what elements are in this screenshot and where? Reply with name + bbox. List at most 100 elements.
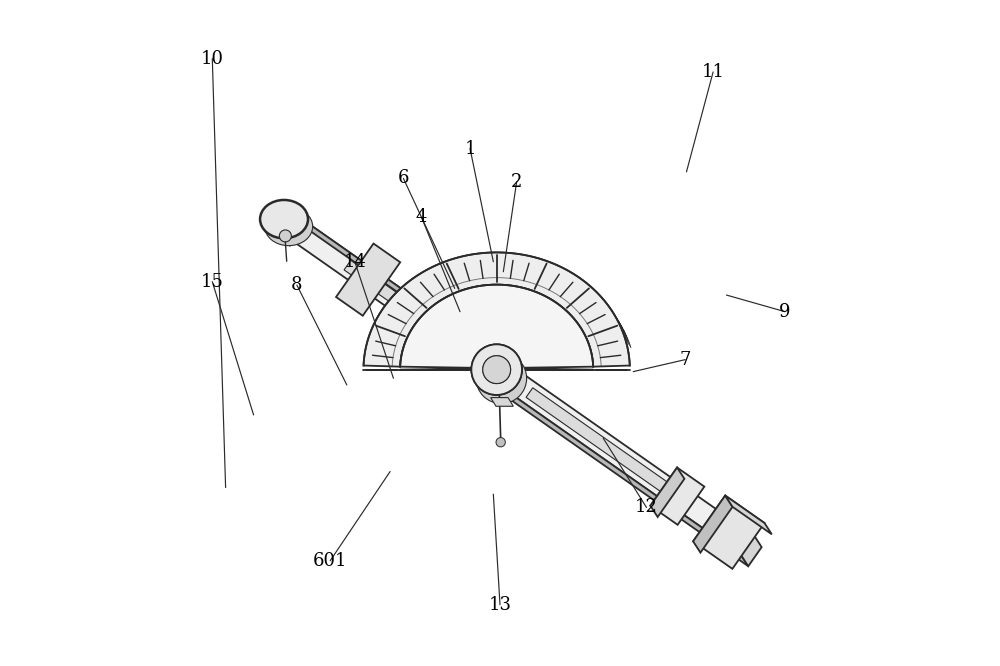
Polygon shape [371,327,379,340]
Polygon shape [612,311,620,323]
Polygon shape [741,536,762,566]
Polygon shape [491,398,513,406]
Polygon shape [693,496,733,553]
Ellipse shape [443,332,451,338]
Polygon shape [442,262,451,272]
Polygon shape [432,266,441,276]
Polygon shape [490,379,748,566]
Polygon shape [481,253,491,262]
Polygon shape [418,273,427,284]
Polygon shape [380,311,387,323]
Polygon shape [516,254,525,263]
Polygon shape [581,279,589,290]
Polygon shape [589,285,597,296]
Polygon shape [283,215,503,379]
Polygon shape [468,254,477,264]
Polygon shape [373,324,380,336]
Text: 6: 6 [398,169,409,188]
Polygon shape [621,327,628,340]
Polygon shape [505,252,515,262]
Text: 9: 9 [779,302,791,321]
Polygon shape [374,322,381,334]
Polygon shape [370,330,377,342]
Polygon shape [567,270,576,281]
Polygon shape [474,254,484,263]
Polygon shape [454,258,464,268]
Polygon shape [624,336,631,348]
Polygon shape [439,263,448,274]
Polygon shape [591,287,599,298]
Text: 11: 11 [702,63,725,81]
Polygon shape [536,258,545,268]
Circle shape [471,344,522,395]
Polygon shape [555,264,564,275]
Polygon shape [391,296,399,308]
Polygon shape [369,333,376,345]
Polygon shape [498,252,508,262]
Polygon shape [552,263,561,274]
Ellipse shape [260,200,308,238]
Polygon shape [725,496,772,534]
Polygon shape [410,279,418,290]
Polygon shape [336,244,400,316]
Polygon shape [429,267,438,278]
Polygon shape [368,336,375,348]
Ellipse shape [476,353,527,404]
Polygon shape [426,268,435,279]
Polygon shape [412,277,421,288]
Polygon shape [377,316,384,328]
Polygon shape [573,273,581,284]
Polygon shape [435,264,445,275]
Polygon shape [400,287,408,298]
Polygon shape [526,388,688,506]
Text: 4: 4 [416,208,427,226]
Polygon shape [545,260,555,271]
Text: 13: 13 [488,595,512,614]
Polygon shape [400,284,593,370]
Polygon shape [383,306,391,318]
Polygon shape [512,253,522,263]
Polygon shape [602,298,610,310]
Ellipse shape [265,207,313,246]
Polygon shape [650,468,704,525]
Polygon shape [693,496,764,569]
Polygon shape [381,308,389,320]
Polygon shape [617,319,624,331]
Polygon shape [620,324,627,336]
Polygon shape [615,316,623,328]
Polygon shape [570,272,579,282]
Polygon shape [622,330,629,342]
Polygon shape [519,254,528,264]
Polygon shape [561,267,570,278]
Polygon shape [448,260,457,270]
Polygon shape [445,260,454,271]
Text: 1: 1 [464,139,476,158]
Polygon shape [478,253,487,263]
Polygon shape [375,319,383,331]
Ellipse shape [454,340,462,346]
Text: 12: 12 [635,498,658,517]
Polygon shape [558,266,567,276]
Polygon shape [614,314,621,326]
Ellipse shape [432,324,439,330]
Polygon shape [578,277,587,288]
Polygon shape [364,252,630,367]
Text: 2: 2 [511,172,522,191]
Polygon shape [586,283,595,294]
Polygon shape [421,272,430,282]
Polygon shape [402,285,411,296]
Polygon shape [492,252,501,262]
Polygon shape [618,322,626,334]
Polygon shape [485,252,494,262]
Polygon shape [509,253,518,262]
Polygon shape [598,294,606,305]
Polygon shape [526,255,535,265]
Text: 7: 7 [679,350,691,369]
Text: 15: 15 [201,272,224,291]
Polygon shape [502,252,511,262]
Polygon shape [451,258,460,269]
Polygon shape [385,303,393,315]
Text: 8: 8 [291,276,303,294]
Polygon shape [542,260,551,270]
Polygon shape [539,258,548,269]
